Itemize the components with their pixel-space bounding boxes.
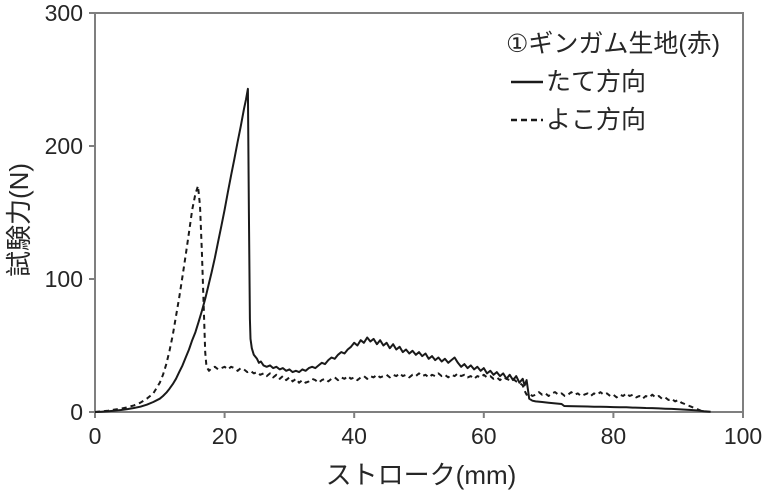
y-tick-label: 300 [45, 0, 83, 26]
x-tick-label: 100 [724, 423, 762, 449]
series-lines [94, 87, 711, 413]
x-axis-tick-labels: 0 20 40 60 80 100 [89, 423, 763, 449]
x-axis-ticks [94, 412, 744, 418]
series-line-yoko [94, 184, 702, 413]
y-tick-label: 200 [45, 133, 83, 159]
plot-border [94, 12, 744, 413]
series-line-tate [94, 87, 711, 413]
y-axis-tick-labels: 0 100 200 300 [45, 0, 83, 425]
y-tick-label: 100 [45, 266, 83, 292]
y-tick-label: 0 [70, 399, 83, 425]
y-axis-ticks [89, 12, 95, 413]
x-tick-label: 60 [471, 423, 497, 449]
x-tick-label: 80 [601, 423, 627, 449]
y-axis-title: 試験力(N) [4, 163, 34, 277]
legend: ①ギンガム生地(赤) たて方向 よこ方向 [506, 30, 720, 134]
x-tick-label: 20 [212, 423, 238, 449]
legend-title: ①ギンガム生地(赤) [506, 30, 720, 58]
x-tick-label: 40 [341, 423, 367, 449]
legend-entry-yoko: よこ方向 [546, 106, 646, 134]
x-axis-title: ストローク(mm) [326, 460, 517, 490]
x-tick-label: 0 [89, 423, 102, 449]
legend-entry-tate: たて方向 [546, 68, 646, 96]
